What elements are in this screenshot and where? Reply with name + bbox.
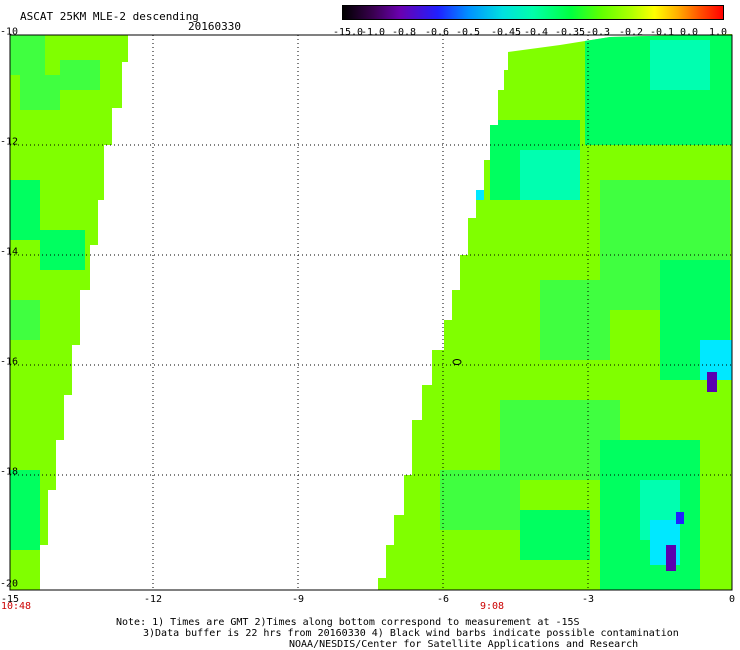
cb-label-4: -0.5 [455,27,481,38]
cb-label-3: -0.6 [424,27,450,38]
y-tick-0: -10 [0,26,19,38]
note-line-3: NOAA/NESDIS/Center for Satellite Applica… [289,639,639,650]
cb-label-8: -0.3 [585,27,611,38]
left-patch-1 [10,35,45,75]
left-patch-3 [10,180,40,240]
right-swath [378,34,732,590]
color-scale-bar [342,5,724,20]
cb-label-10: -0.1 [649,27,675,38]
right-patch-cyan-3 [476,190,484,200]
right-patch-green-4 [540,280,610,360]
map-title: ASCAT 25KM MLE-2 descending [20,10,199,23]
right-patch-aqua-1 [650,40,710,90]
cb-label-5: -0.45 [490,27,522,38]
x-tick-3: -6 [436,594,450,605]
map-frame [9,34,733,591]
y-tick-4: -18 [0,466,19,478]
left-patch-2 [20,75,60,110]
right-patch-green-7 [440,470,520,530]
cb-label-2: -0.8 [391,27,417,38]
right-patch-aqua-2 [520,150,580,200]
cb-label-11: 0.0 [679,27,699,38]
note-line-1: Note: 1) Times are GMT 2)Times along bot… [116,617,580,628]
y-tick-1: -12 [0,136,19,148]
right-patch-purple-1 [707,372,717,392]
cb-label-1: -1.0 [360,27,386,38]
graticule [10,35,732,590]
x-tick-0: -15 [0,594,20,605]
cb-label-0: -15.0 [332,27,364,38]
right-patch-purple-2 [666,545,676,571]
cb-label-12: 1.0 [708,27,728,38]
right-patch-green-8 [520,510,590,560]
cb-label-9: -0.2 [618,27,644,38]
note-line-2: 3)Data buffer is 22 hrs from 20160330 4)… [143,628,679,639]
left-patch-7 [60,60,100,90]
left-patch-6 [10,470,40,550]
map-date: 20160330 [188,20,241,33]
x-tick-4: -3 [581,594,595,605]
right-patch-blue-1 [676,512,684,524]
y-tick-5: -20 [0,578,19,590]
time-label-left: 10:48 [0,601,32,612]
x-tick-5: 0 [728,594,736,605]
time-label-right: 9:08 [479,601,505,612]
left-patch-5 [10,300,40,340]
y-tick-3: -16 [0,356,19,368]
y-tick-2: -14 [0,246,19,258]
cb-label-6: -0.4 [523,27,549,38]
cb-label-7: -0.35 [554,27,586,38]
x-tick-1: -12 [143,594,163,605]
x-tick-2: -9 [291,594,305,605]
island-outline [452,359,462,365]
left-swath [10,35,128,590]
left-patch-4 [40,230,85,270]
